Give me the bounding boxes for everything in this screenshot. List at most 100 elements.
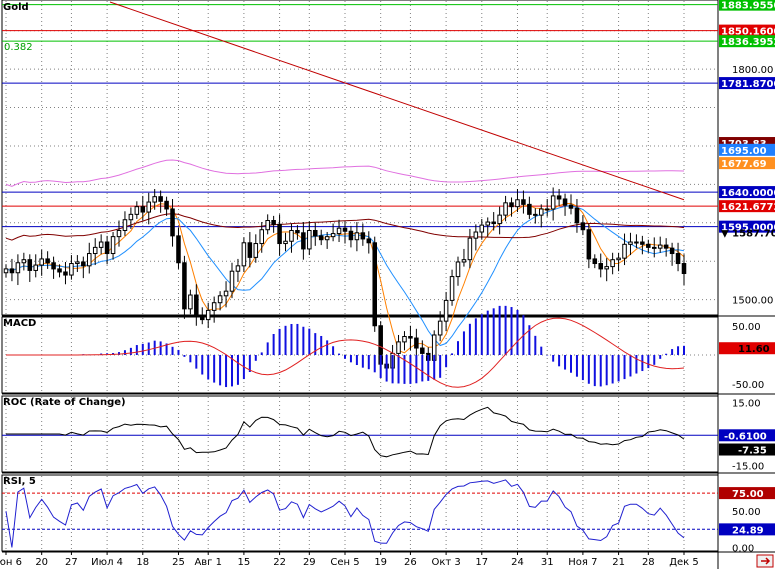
candle-body [443, 299, 449, 322]
candle-body [544, 208, 550, 211]
candle-body [366, 238, 372, 244]
x-tick-label: Июл 4 [91, 557, 123, 568]
candle-body [128, 213, 134, 221]
roc-panel-title: ROC (Rate of Change) [3, 397, 126, 408]
candle-body [420, 347, 425, 354]
candle-body [402, 336, 407, 343]
candle-body [348, 230, 354, 241]
candle-body [497, 214, 502, 225]
candle-body [580, 222, 586, 231]
candle-body [461, 259, 467, 263]
candle-body [307, 229, 312, 250]
price-tick-label: 1800.00 [732, 65, 773, 76]
candle-body [188, 294, 193, 310]
level-label: 1640.0000 [721, 188, 775, 199]
candle-body [289, 229, 294, 242]
candle-body [408, 336, 413, 339]
candle-body [45, 258, 50, 264]
x-tick-label: 15 [238, 557, 251, 568]
fib-label: 0.382 [4, 42, 33, 53]
x-tick-label: Ноя 7 [568, 557, 597, 568]
candle-body [586, 229, 592, 260]
candle-body [669, 247, 675, 255]
roc-value-box-2 [719, 443, 775, 456]
x-tick-label: Авг 1 [194, 557, 222, 568]
x-tick-label: 20 [35, 557, 48, 568]
candle-body [330, 233, 336, 238]
roc-value-label: -0.6100 [724, 431, 767, 442]
candle-body [152, 196, 157, 203]
candle-body [253, 243, 259, 258]
rsi-75-box [719, 487, 775, 500]
candle-body [259, 229, 265, 245]
x-tick-label: 29 [303, 557, 316, 568]
candle-body [223, 290, 229, 297]
candle-body [158, 196, 163, 202]
candle-body [592, 258, 598, 265]
price-candles [3, 187, 687, 378]
candle-body [3, 268, 9, 274]
rsi-line [5, 479, 685, 548]
candle-body [533, 213, 538, 216]
candle-body [414, 337, 419, 349]
candle-body [247, 242, 253, 258]
candle-body [598, 263, 604, 270]
candle-body [301, 232, 306, 250]
candle-body [550, 195, 556, 210]
rsi-panel-title: RSI, 5 [3, 476, 36, 487]
x-tick-label: 31 [541, 557, 554, 568]
candle-body [342, 227, 348, 232]
candle-body [182, 262, 187, 310]
candle-body [646, 243, 651, 248]
level-box [719, 186, 775, 199]
macd-value-label: 11.60 [738, 344, 770, 355]
candle-body [21, 259, 27, 264]
roc-tick-label: 15.00 [732, 398, 761, 409]
candle-body [604, 266, 609, 270]
rsi-tick-label: 50.00 [732, 507, 761, 518]
candle-body [622, 243, 627, 259]
candle-body [140, 206, 146, 213]
candle-body [164, 200, 169, 210]
x-tick-label: 18 [136, 557, 149, 568]
roc-value-label-2: -7.35 [738, 446, 767, 457]
candle-body [271, 220, 276, 225]
candle-body [616, 257, 621, 261]
roc-value-box [719, 429, 775, 442]
candle-body [283, 240, 288, 245]
candle-body [205, 309, 211, 321]
candle-body [437, 320, 443, 336]
price-axis: 1883.95501850.16001836.39521781.87001703… [719, 0, 775, 307]
candle-body [194, 294, 199, 318]
SMA-long-line [5, 159, 685, 187]
price-panel-title: Gold [3, 2, 29, 13]
level-label: 1781.8700 [721, 79, 775, 90]
scroll-right-icon[interactable] [756, 554, 774, 568]
roc-panel: 15.00 -15.00 -0.6100 -7.35 [2, 398, 775, 473]
candle-body [39, 258, 44, 266]
candle-body [27, 259, 33, 271]
x-axis: Июн 6 20 27 Июл 4 18 25 Авг 1 15 22 29 Сен 5 19 26 Ок… [0, 551, 699, 568]
level-label: 1695.00 [721, 146, 767, 157]
candle-body [538, 208, 544, 216]
candle-body [324, 236, 330, 241]
x-tick-label: Сен 5 [330, 557, 359, 568]
candle-body [640, 241, 645, 245]
candle-body [92, 246, 98, 255]
candle-body [116, 229, 122, 238]
level-box [719, 143, 775, 156]
macd-signal-line [6, 317, 685, 388]
x-tick-label: 19 [374, 557, 387, 568]
candle-body [479, 224, 485, 233]
level-box [719, 35, 775, 48]
candle-body [265, 220, 270, 231]
level-label: 1595.0000 [721, 223, 775, 234]
candle-body [336, 227, 342, 235]
candle-body [199, 316, 205, 321]
x-tick-label: 17 [475, 557, 488, 568]
candle-body [229, 270, 235, 292]
candle-body [318, 235, 324, 241]
macd-tick-label: -50.00 [732, 380, 764, 391]
macd-value-box [719, 342, 775, 355]
